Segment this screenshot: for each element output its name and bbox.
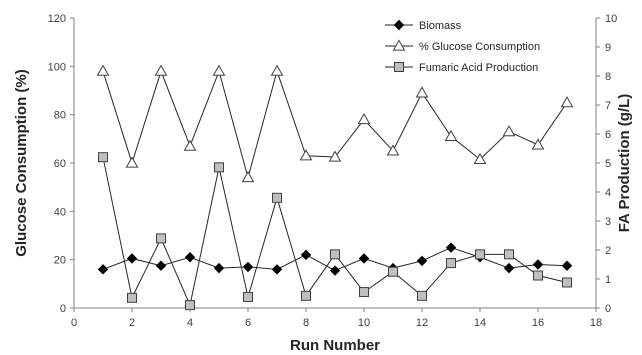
fumaric-acid-production-point: [214, 162, 224, 173]
fumaric-acid-production-point: [272, 192, 282, 203]
fumaric-acid-production-point: [156, 233, 166, 244]
y-right-tick-label: 7: [605, 100, 611, 112]
biomass-point: [503, 262, 515, 274]
fumaric-acid-production-point: [243, 291, 253, 302]
x-tick-label: 6: [245, 317, 251, 329]
glucose-consumption-point: [386, 144, 400, 156]
glucose-consumption-point: [270, 64, 284, 76]
biomass-point: [561, 260, 573, 271]
glucose-consumption-point: [299, 149, 313, 161]
y-left-tick-label: 0: [60, 303, 66, 315]
y-left-tick-label: 80: [54, 110, 66, 122]
glucose-consumption-point: [473, 152, 487, 164]
glucose-consumption-point: [357, 112, 371, 125]
fumaric-acid-production-point: [504, 249, 514, 260]
glucose-consumption-point: [560, 96, 574, 108]
biomass-point: [329, 265, 341, 276]
y-right-tick-label: 1: [605, 274, 611, 286]
y-left-tick-group: 0 20 40 60 80 100 120: [48, 13, 74, 315]
biomass-point: [155, 260, 167, 271]
glucose-consumption-point: [241, 170, 255, 183]
y-right-tick-label: 9: [605, 42, 611, 54]
x-tick-label: 4: [187, 317, 193, 329]
x-tick-group: 0 2 4 6 8 10 12 14 16 18: [71, 308, 602, 329]
fumaric-acid-production-point: [185, 300, 195, 311]
x-tick-label: 2: [129, 317, 135, 329]
fumaric-acid-production-point: [475, 249, 485, 260]
x-tick-label: 16: [532, 317, 544, 329]
biomass-point: [300, 249, 312, 261]
fumaric-acid-production-point: [330, 249, 340, 260]
fumaric-acid-production-point: [446, 258, 456, 269]
fumaric-acid-production-series-line: [102, 157, 568, 307]
biomass-point: [445, 242, 457, 253]
x-tick-label: 14: [474, 317, 486, 329]
glucose-consumption-point: [125, 156, 139, 168]
legend-biomass-marker: [393, 19, 405, 31]
fumaric-acid-production-point: [417, 290, 427, 301]
fumaric-acid-production-point: [388, 266, 398, 277]
y-left-tick-label: 20: [54, 255, 66, 267]
y-left-tick-label: 120: [48, 13, 66, 25]
fumaric-acid-production-point: [533, 270, 543, 281]
y-right-tick-label: 2: [605, 245, 611, 257]
legend-biomass-label: Biomass: [419, 20, 462, 32]
fumaric-acid-production-point: [359, 287, 369, 298]
glucose-consumption-point: [96, 64, 110, 76]
glucose-consumption-point: [502, 125, 516, 137]
glucose-consumption-point: [212, 64, 226, 76]
y-axis-left-title: Glucose Consumption (%): [13, 69, 30, 257]
legend-fumaric-acid-production-label: Fumaric Acid Production: [419, 62, 538, 74]
x-tick-label: 8: [303, 317, 309, 329]
y-left-tick-label: 100: [48, 61, 66, 73]
glucose-consumption-point: [183, 139, 197, 151]
x-tick-label: 18: [590, 317, 602, 329]
glucose-consumption-point: [415, 86, 429, 98]
x-tick-label: 10: [358, 317, 370, 329]
glucose-consumption-point: [154, 64, 168, 76]
glucose-consumption-point: [531, 138, 545, 150]
y-right-tick-label: 0: [605, 303, 611, 315]
y-right-tick-label: 3: [605, 216, 611, 228]
series-layer: [96, 64, 574, 311]
biomass-point: [184, 252, 196, 263]
x-tick-label: 12: [416, 317, 428, 329]
y-axis-right-title: FA Production (g/L): [616, 94, 633, 233]
fumaric-acid-production-point: [127, 292, 137, 303]
fumaric-acid-production-point: [98, 152, 108, 163]
legend: Biomass % Glucose Consumption Fumaric Acid…: [385, 19, 540, 74]
glucose-consumption-point: [444, 129, 458, 142]
x-tick-label: 0: [71, 317, 77, 329]
fumaric-acid-production-point: [301, 290, 311, 301]
legend-glucose-consumption-label: % Glucose Consumption: [419, 41, 540, 53]
biomass-point: [213, 262, 225, 274]
biomass-point: [126, 253, 138, 264]
biomass-point: [97, 264, 109, 275]
y-right-tick-label: 5: [605, 158, 611, 170]
biomass-point: [242, 261, 254, 273]
y-right-tick-label: 8: [605, 71, 611, 83]
biomass-point: [532, 259, 544, 270]
biomass-point: [271, 264, 283, 275]
x-axis-title: Run Number: [290, 337, 380, 354]
fumaric-acid-production-point: [562, 277, 572, 288]
legend-glucose-consumption-marker: [392, 39, 406, 51]
y-left-tick-label: 40: [54, 206, 66, 218]
legend-fumaric-acid-production-marker: [394, 62, 404, 72]
y-right-tick-label: 10: [605, 13, 617, 25]
biomass-point: [416, 255, 428, 267]
y-right-tick-label: 6: [605, 129, 611, 141]
y-right-tick-label: 4: [605, 187, 611, 199]
biomass-point: [358, 253, 370, 264]
y-right-tick-group: 0 1 2 3 4 5 6 7 8 9 10: [596, 13, 617, 315]
y-left-tick-label: 60: [54, 158, 66, 170]
glucose-consumption-point: [328, 150, 342, 162]
